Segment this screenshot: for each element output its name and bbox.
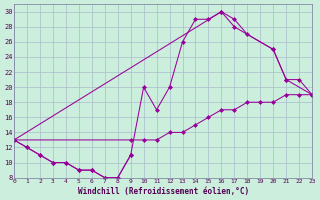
X-axis label: Windchill (Refroidissement éolien,°C): Windchill (Refroidissement éolien,°C) [77, 187, 249, 196]
